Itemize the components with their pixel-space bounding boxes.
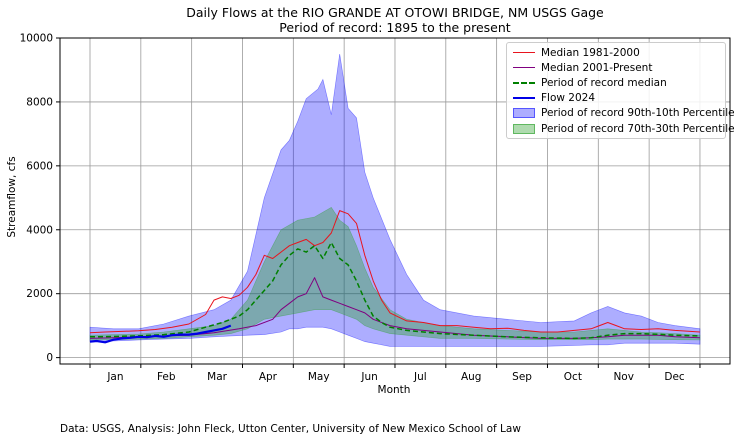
y-tick-label: 2000 — [26, 288, 53, 300]
source-note: Data: USGS, Analysis: John Fleck, Utton … — [60, 423, 521, 435]
band-percentile-90-10 — [89, 53, 701, 347]
legend-patch-swatch — [513, 108, 535, 119]
y-tick-label: 8000 — [26, 96, 53, 108]
legend-label: Median 2001-Present — [541, 61, 653, 74]
series-period-median — [89, 241, 701, 340]
legend-item-median-2001-present: Median 2001-Present — [513, 60, 719, 75]
y-tick-label: 10000 — [20, 33, 53, 45]
legend-line-swatch — [513, 63, 535, 73]
legend-item-band-90-10: Period of record 90th-10th Percentile — [513, 106, 735, 121]
x-tick-label-feb: Feb — [157, 371, 176, 383]
legend-item-flow-2024: Flow 2024 — [513, 91, 719, 106]
x-tick-label-dec: Dec — [664, 371, 685, 383]
legend-label: Flow 2024 — [541, 92, 596, 105]
chart-title: Daily Flows at the RIO GRANDE AT OTOWI B… — [186, 5, 604, 20]
y-axis-label: Streamflow, cfs — [6, 156, 18, 238]
chart-subtitle: Period of record: 1895 to the present — [279, 20, 511, 35]
x-tick-label-oct: Oct — [564, 371, 582, 383]
x-tick-label-mar: Mar — [207, 371, 227, 383]
band-percentile-70-30 — [89, 206, 701, 341]
series-flow-2024 — [89, 324, 232, 344]
legend-item-period-median: Period of record median — [513, 75, 719, 90]
x-tick-label-jul: Jul — [413, 371, 427, 383]
legend: Median 1981-2000 Median 2001-Present Per… — [506, 42, 735, 140]
legend-label: Period of record 70th-30th Percentile — [541, 122, 735, 135]
x-tick-label-sep: Sep — [512, 371, 532, 383]
x-tick-label-nov: Nov — [613, 371, 634, 383]
legend-line-swatch — [513, 78, 535, 88]
legend-item-median-1981-2000: Median 1981-2000 — [513, 45, 719, 60]
legend-item-band-70-30: Period of record 70th-30th Percentile — [513, 121, 735, 136]
legend-label: Median 1981-2000 — [541, 46, 640, 59]
x-tick-label-apr: Apr — [259, 371, 278, 383]
series-median-1981-2000 — [89, 210, 701, 334]
legend-label: Period of record 90th-10th Percentile — [541, 107, 735, 120]
legend-patch-swatch — [513, 123, 535, 134]
x-tick-label-jan: Jan — [106, 371, 123, 383]
legend-line-swatch — [513, 93, 535, 103]
y-tick-label: 4000 — [26, 224, 53, 236]
legend-line-swatch — [513, 48, 535, 58]
x-tick-label-may: May — [308, 371, 330, 383]
series-median-2001-present — [89, 277, 701, 339]
x-tick-label-jun: Jun — [360, 371, 377, 383]
x-axis-label: Month — [377, 384, 411, 396]
legend-label: Period of record median — [541, 76, 667, 89]
y-tick-label: 6000 — [26, 160, 53, 172]
y-tick-label: 0 — [46, 352, 53, 364]
x-tick-label-aug: Aug — [461, 371, 482, 383]
